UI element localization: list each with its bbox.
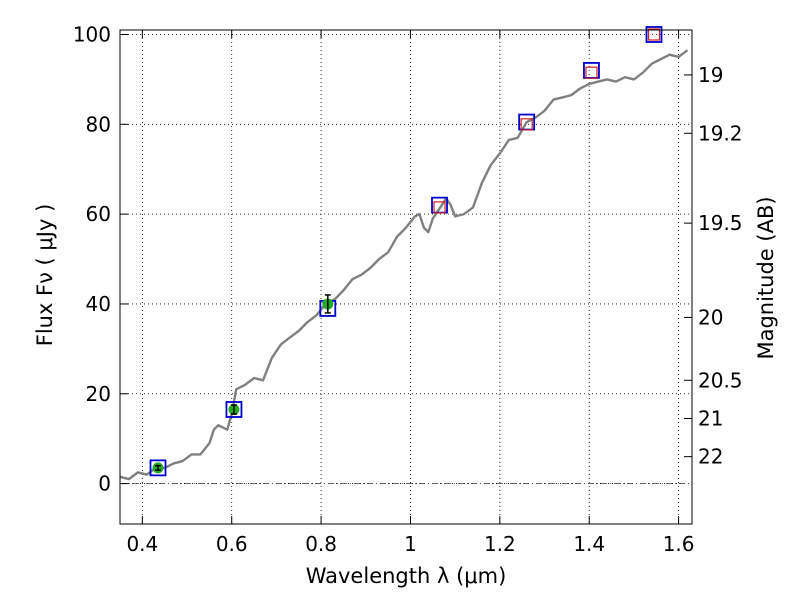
model-photometry-square (149, 459, 167, 477)
magnitude-tick-label: 19 (698, 63, 723, 87)
x-axis-label: Wavelength λ (μm) (306, 564, 507, 588)
x-tick-label: 1.2 (484, 532, 516, 556)
predicted-photometry-square (520, 118, 533, 131)
y-tick-label: 80 (86, 112, 111, 136)
y-axis-label-text: Flux Fν ( μJy ) (33, 204, 57, 347)
magnitude-tick-label: 19.2 (698, 121, 743, 145)
magnitude-tick-label: 22 (698, 445, 723, 469)
x-tick-label: 0.4 (126, 532, 158, 556)
x-tick-label: 0.6 (216, 532, 248, 556)
y-axis-label: Flux Fν ( μJy ) (33, 204, 57, 347)
grid (120, 30, 692, 524)
axis-ticks: 0.4 0.6 0.8 1 1.2 1.4 1.6 0 20 40 60 80 100 19 19.2 19.… (73, 22, 743, 556)
x-axis-label-text: Wavelength λ (μm) (306, 564, 507, 588)
magnitude-tick-label: 20.5 (698, 368, 743, 392)
sed-model-line (119, 49, 689, 481)
y-tick-label: 40 (86, 292, 111, 316)
predicted-photometry-square (433, 201, 446, 214)
model-photometry-square (645, 26, 663, 43)
x-tick-label: 1 (404, 532, 417, 556)
model-photometry-square (225, 401, 243, 418)
magnitude-tick-label: 21 (698, 406, 723, 430)
y-tick-label: 60 (86, 202, 111, 226)
x-tick-label: 1.6 (663, 532, 695, 556)
y-tick-label: 20 (86, 382, 111, 406)
magnitude-axis-label-text: Magnitude (AB) (754, 196, 778, 359)
predicted-photometry-square (585, 66, 598, 79)
predicted-photometry-square (647, 28, 661, 41)
x-tick-label: 0.8 (305, 532, 337, 556)
plot-area (119, 26, 689, 481)
y-tick-label: 0 (98, 472, 111, 496)
axes-frame (119, 29, 693, 525)
magnitude-axis-label: Magnitude (AB) (754, 196, 778, 359)
magnitude-tick-label: 19.5 (698, 211, 743, 235)
magnitude-tick-label: 20 (698, 305, 723, 329)
y-tick-label: 100 (73, 22, 111, 46)
x-tick-label: 1.4 (573, 532, 605, 556)
